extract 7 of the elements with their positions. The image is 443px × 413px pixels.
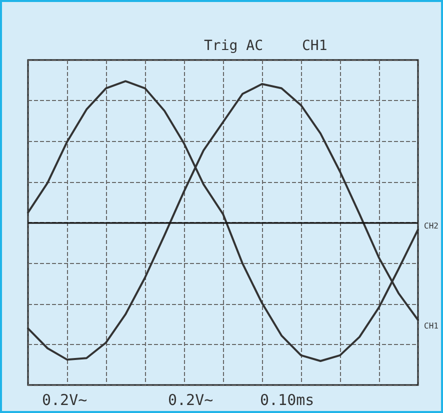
text: CH1 [424,322,439,330]
text: Trig AC [204,38,264,54]
text: CH2 [424,222,439,230]
text: 0.2V~ [42,391,88,409]
text: 0.2V~ [168,391,214,409]
text: CH1 [302,38,328,54]
text: 0.10ms [260,391,314,409]
